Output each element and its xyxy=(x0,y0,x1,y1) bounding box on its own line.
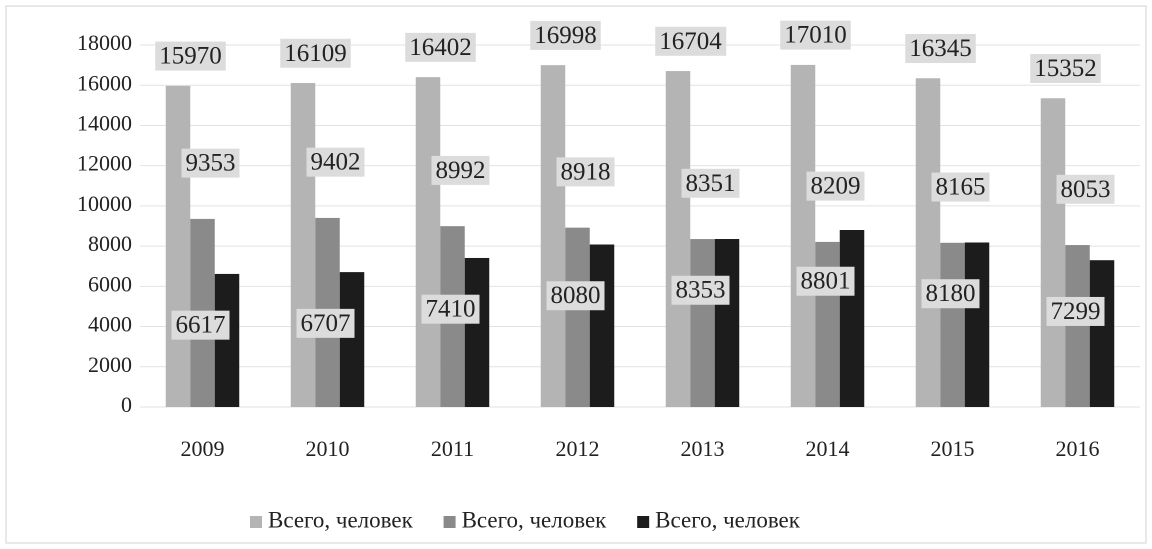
x-tick-label: 2012 xyxy=(556,436,600,461)
data-label: 15352 xyxy=(1034,55,1097,82)
data-label-box xyxy=(655,26,727,56)
x-tick-label: 2010 xyxy=(306,436,350,461)
bar xyxy=(665,71,691,408)
bar xyxy=(815,241,840,407)
legend-label: Всего, человек xyxy=(462,507,608,532)
data-label: 16402 xyxy=(409,34,472,61)
data-label: 6707 xyxy=(301,310,351,337)
bar xyxy=(714,239,740,407)
data-label: 16109 xyxy=(284,40,347,67)
data-label-box xyxy=(181,148,240,178)
legend-label: Всего, человек xyxy=(655,507,801,532)
data-label-box xyxy=(1056,174,1115,204)
data-label-box xyxy=(431,155,490,185)
data-label: 15970 xyxy=(159,43,222,70)
data-label: 16704 xyxy=(659,28,722,55)
y-tick-label: 8000 xyxy=(88,231,132,256)
y-tick-label: 16000 xyxy=(77,70,132,95)
data-label-box xyxy=(780,20,851,50)
data-label-box xyxy=(796,266,855,296)
y-tick-label: 6000 xyxy=(88,271,132,296)
data-label-box xyxy=(171,310,230,340)
y-tick-label: 18000 xyxy=(77,30,132,55)
bar xyxy=(339,272,365,407)
data-label: 9353 xyxy=(186,150,236,177)
data-label: 8053 xyxy=(1061,176,1111,203)
data-label-box xyxy=(671,275,730,305)
bar xyxy=(1040,98,1066,408)
data-label: 8080 xyxy=(551,282,601,309)
legend-label: Всего, человек xyxy=(268,507,414,532)
data-label: 9402 xyxy=(311,149,361,176)
data-label-box xyxy=(1030,53,1101,83)
data-label-box xyxy=(405,32,476,62)
x-tick-label: 2013 xyxy=(681,436,725,461)
bar xyxy=(690,239,715,407)
y-tick-label: 4000 xyxy=(88,312,132,337)
y-tick-label: 10000 xyxy=(77,191,132,216)
bar xyxy=(565,227,590,407)
data-label-box xyxy=(931,172,990,202)
data-label: 8918 xyxy=(561,158,611,185)
bar xyxy=(964,242,990,407)
bar xyxy=(839,230,865,407)
bar xyxy=(165,85,191,407)
data-label-box xyxy=(556,157,615,187)
x-tick-label: 2014 xyxy=(806,436,850,461)
bar xyxy=(915,78,941,408)
legend-swatch xyxy=(443,516,456,528)
data-label-box xyxy=(155,41,226,71)
data-label-box xyxy=(530,20,601,50)
legend-swatch xyxy=(637,516,650,528)
data-label: 8801 xyxy=(801,268,851,295)
data-label-box xyxy=(1046,296,1105,326)
bar xyxy=(540,65,566,407)
data-label: 17010 xyxy=(784,22,847,49)
bar xyxy=(589,244,615,407)
y-tick-label: 0 xyxy=(121,392,132,417)
data-label: 7410 xyxy=(426,296,476,323)
legend-swatch xyxy=(250,516,262,528)
x-tick-label: 2016 xyxy=(1056,436,1100,461)
data-label-box xyxy=(681,168,740,198)
data-label: 8180 xyxy=(926,280,976,307)
data-label: 8209 xyxy=(811,173,861,200)
data-label-box xyxy=(280,38,351,68)
bar xyxy=(1089,260,1115,407)
data-label: 8992 xyxy=(436,157,486,184)
data-label: 7299 xyxy=(1051,298,1101,325)
bar xyxy=(415,77,441,407)
y-tick-label: 14000 xyxy=(77,110,132,135)
data-label: 16998 xyxy=(534,22,597,49)
data-label-box xyxy=(306,147,365,177)
data-label-box xyxy=(806,171,865,201)
x-tick-label: 2015 xyxy=(931,436,975,461)
x-tick-label: 2011 xyxy=(431,436,474,461)
data-label-box xyxy=(921,279,980,309)
data-label-box xyxy=(546,281,605,311)
data-label: 8353 xyxy=(676,277,726,304)
data-label-box xyxy=(421,294,480,324)
data-label: 16345 xyxy=(909,35,972,62)
bar xyxy=(290,83,316,407)
bar xyxy=(214,273,240,407)
bar xyxy=(1065,245,1090,407)
y-tick-label: 2000 xyxy=(88,352,132,377)
data-label-box xyxy=(296,308,355,338)
data-label: 8165 xyxy=(936,174,986,201)
data-label-box xyxy=(905,34,976,64)
data-label: 6617 xyxy=(176,312,226,339)
bar xyxy=(464,257,490,407)
y-tick-label: 12000 xyxy=(77,151,132,176)
data-label: 8351 xyxy=(686,170,736,197)
bar xyxy=(940,242,965,407)
bar xyxy=(790,64,816,407)
x-tick-label: 2009 xyxy=(181,436,225,461)
